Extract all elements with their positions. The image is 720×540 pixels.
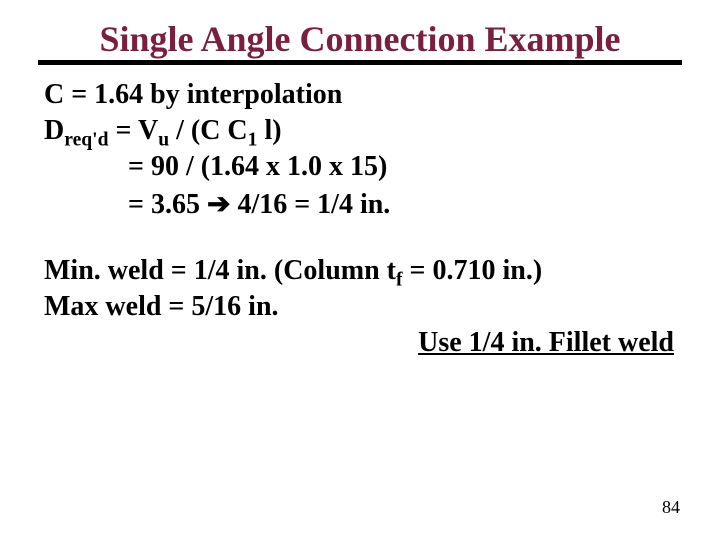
page-number: 84 <box>662 497 680 518</box>
conclusion-text: Use 1/4 in. Fillet weld <box>418 327 674 358</box>
calc-line-substitution: = 90 / (1.64 x 1.0 x 15) <box>44 151 676 183</box>
text-fragment: D <box>44 115 64 146</box>
text-fragment: = 3.65 <box>128 189 207 220</box>
calc-line-result: = 3.65 ➔ 4/16 = 1/4 in. <box>44 187 676 221</box>
text-fragment: = V <box>109 115 159 146</box>
min-weld-line: Min. weld = 1/4 in. (Column tf = 0.710 i… <box>44 255 676 287</box>
calc-line-dreq: Dreq'd = Vu / (C C1 l) <box>44 115 676 147</box>
subscript: u <box>158 130 169 151</box>
calc-line-c: C = 1.64 by interpolation <box>44 79 676 111</box>
arrow-icon: ➔ <box>207 188 230 219</box>
subscript: req'd <box>64 130 108 151</box>
text-fragment: 4/16 = 1/4 in. <box>230 189 390 220</box>
slide-title: Single Angle Connection Example <box>38 18 682 65</box>
spacer <box>44 225 676 255</box>
max-weld-line: Max weld = 5/16 in. <box>44 291 676 323</box>
slide-body: C = 1.64 by interpolation Dreq'd = Vu / … <box>38 65 682 359</box>
text-fragment: Min. weld = 1/4 in. (Column t <box>44 255 396 286</box>
subscript: 1 <box>248 130 258 151</box>
slide: Single Angle Connection Example C = 1.64… <box>0 0 720 540</box>
conclusion-line: Use 1/4 in. Fillet weld <box>44 327 676 359</box>
text-fragment: / (C C <box>169 115 248 146</box>
text-fragment: = 0.710 in.) <box>403 255 543 286</box>
text-fragment: l) <box>257 115 281 146</box>
